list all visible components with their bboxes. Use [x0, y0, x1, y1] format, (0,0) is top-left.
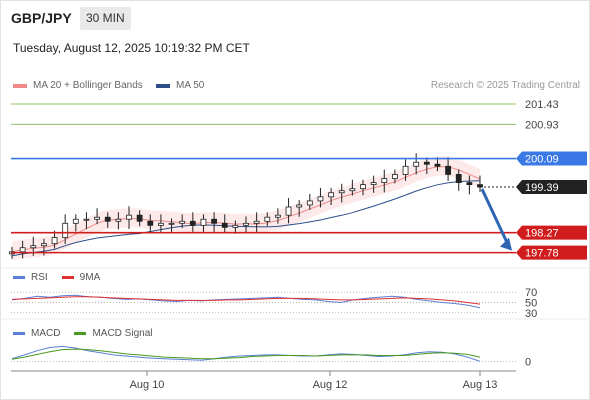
rsi-tick-70: 70: [525, 287, 537, 299]
last-price-tag: [516, 180, 587, 195]
level-label-201.43: 201.43: [525, 99, 559, 111]
ma-bb-swatch: [13, 83, 27, 88]
candle-body: [221, 222, 228, 228]
candle-body: [136, 214, 143, 222]
chart-header: GBP/JPY 30 MIN: [0, 0, 590, 36]
ma-bb-label: MA 20 + Bollinger Bands: [33, 80, 143, 91]
macd-signal-swatch: [74, 332, 87, 335]
bollinger-band-fill: [12, 156, 480, 261]
timestamp: Tuesday, August 12, 2025 10:19:32 PM CET: [13, 41, 250, 55]
macd-legend: MACD MACD Signal: [13, 328, 152, 339]
last-price-text: 199.39: [525, 182, 559, 194]
macd-signal-legend-label: MACD Signal: [92, 328, 153, 339]
candle-body: [306, 200, 313, 206]
macd-series-MACD Signal: [11, 348, 481, 360]
level-label-200.93: 200.93: [525, 119, 559, 131]
rsi-legend: RSI 9MA: [13, 272, 100, 283]
macd-tick-0: 0: [525, 356, 531, 368]
timeframe-badge[interactable]: 30 MIN: [80, 7, 131, 30]
rsi-tick-30: 30: [525, 308, 537, 320]
candle-body: [200, 218, 207, 226]
legend-ma-bb: MA 20 + Bollinger Bands: [13, 80, 143, 91]
candle-body: [285, 206, 292, 216]
forecast-arrow-head: [500, 237, 512, 251]
symbol-title: GBP/JPY: [11, 10, 72, 26]
candle-body: [360, 184, 366, 190]
candle-body: [423, 161, 430, 165]
candle-body: [455, 174, 462, 183]
candle-body: [94, 216, 100, 220]
x-tick-label: Aug 12: [313, 379, 348, 391]
candle-body: [275, 214, 281, 218]
candle-body: [370, 182, 377, 186]
ma50-label: MA 50: [176, 80, 205, 91]
candle-body: [317, 196, 324, 202]
candle-body: [253, 220, 260, 224]
candle-body: [232, 224, 239, 228]
candle-body: [126, 214, 132, 220]
candle-body: [381, 178, 388, 183]
candle-body: [168, 222, 175, 225]
rsi-swatch: [13, 276, 25, 279]
rsi-tick-50: 50: [525, 298, 537, 310]
forecast-arrow-shaft: [480, 188, 510, 246]
candle-body: [264, 216, 271, 222]
level-tag-197.78: [516, 245, 587, 260]
candle-body: [402, 165, 409, 175]
candle-body: [115, 218, 122, 222]
candle-body: [30, 245, 37, 249]
x-tick-label: Aug 13: [463, 379, 498, 391]
candle-body: [445, 165, 451, 175]
rsi-series-9MA: [11, 296, 481, 305]
candle-body: [41, 243, 47, 247]
candle-body: [62, 222, 69, 238]
candle-body: [189, 220, 196, 226]
x-tick-label: Aug 10: [130, 379, 165, 391]
candle-body: [413, 161, 420, 167]
level-tag-200.09: [516, 151, 587, 166]
candle-body: [296, 204, 303, 208]
candle-body: [147, 220, 154, 226]
level-tag-198.27: [516, 225, 587, 240]
candle-body: [349, 188, 356, 192]
candle-body: [72, 218, 79, 224]
candle-body: [19, 247, 26, 253]
candle-body: [83, 218, 90, 221]
candle-body: [328, 192, 334, 198]
copyright: Research © 2025 Trading Central: [430, 80, 580, 91]
macd-swatch: [13, 332, 25, 335]
candle-body: [434, 163, 441, 167]
candle-body: [104, 216, 111, 222]
rsi-ma-swatch: [61, 276, 74, 279]
level-tag-text-200.09: 200.09: [525, 154, 559, 166]
rsi-legend-label: RSI: [31, 272, 48, 283]
candle-body: [392, 174, 398, 179]
candle-body: [179, 220, 186, 224]
candle-body: [466, 182, 473, 186]
level-tag-text-198.27: 198.27: [525, 228, 559, 240]
candle-body: [338, 190, 345, 194]
candle-body: [158, 222, 164, 226]
candle-body: [211, 218, 217, 224]
level-tag-text-197.78: 197.78: [525, 248, 559, 260]
candle-body: [51, 237, 58, 245]
ma50-swatch: [156, 83, 170, 88]
macd-series-MACD: [11, 345, 481, 362]
macd-legend-label: MACD: [31, 328, 61, 339]
candle-body: [243, 222, 249, 226]
legend-ma50: MA 50: [156, 80, 204, 91]
rsi-ma-legend-label: 9MA: [79, 272, 101, 283]
